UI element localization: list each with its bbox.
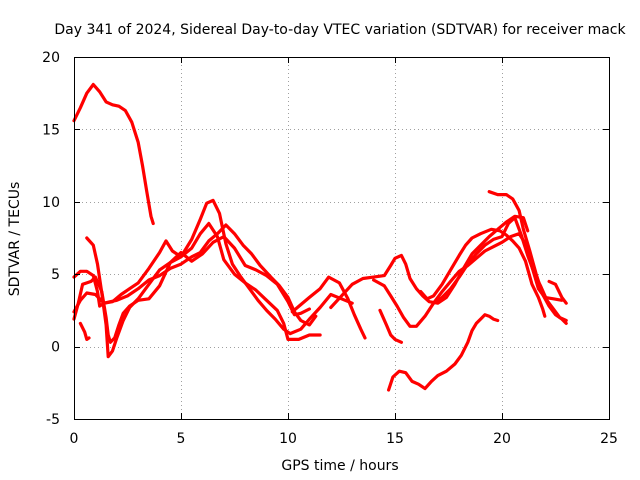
x-tick-label: 5 bbox=[177, 431, 186, 447]
series-track-10 bbox=[372, 232, 564, 328]
series-track-15 bbox=[387, 313, 500, 392]
series-track-14 bbox=[547, 279, 568, 305]
series-track-5 bbox=[72, 223, 318, 327]
series-track-3 bbox=[72, 221, 322, 341]
series-track-1 bbox=[72, 82, 155, 226]
series-track-9 bbox=[378, 308, 403, 344]
x-tick-label: 0 bbox=[70, 431, 79, 447]
data-series-group bbox=[72, 82, 568, 392]
series-track-2 bbox=[72, 235, 311, 344]
y-tick-label: 20 bbox=[42, 50, 60, 66]
x-tick-label: 10 bbox=[279, 431, 297, 447]
y-tick-label: -5 bbox=[46, 412, 60, 428]
y-tick-label: 15 bbox=[42, 122, 60, 138]
grid bbox=[74, 57, 609, 419]
y-axis-label: SDTVAR / TECUs bbox=[7, 182, 23, 297]
x-tick-label: 20 bbox=[493, 431, 511, 447]
y-tick-label: 5 bbox=[51, 267, 60, 283]
x-tick-label: 15 bbox=[386, 431, 404, 447]
plot-frame bbox=[74, 57, 610, 420]
series-track-11 bbox=[419, 227, 547, 318]
series-track-4 bbox=[85, 198, 354, 359]
series-track-6 bbox=[78, 321, 91, 341]
chart-title: Day 341 of 2024, Sidereal Day-to-day VTE… bbox=[54, 22, 626, 38]
axis-ticks: 0 5 10 15 20 25 -5 0 5 10 15 20 bbox=[42, 50, 618, 447]
x-tick-label: 25 bbox=[600, 431, 618, 447]
y-tick-label: 0 bbox=[51, 340, 60, 356]
x-axis-label: GPS time / hours bbox=[281, 458, 398, 474]
series-track-12 bbox=[431, 216, 568, 323]
series-track-7 bbox=[290, 275, 367, 340]
series-track-13 bbox=[487, 190, 568, 325]
y-tick-label: 10 bbox=[42, 195, 60, 211]
